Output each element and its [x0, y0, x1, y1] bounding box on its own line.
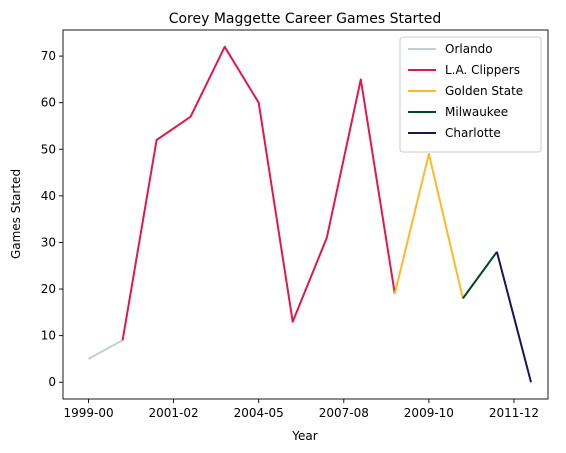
y-axis-label: Games Started: [9, 169, 23, 259]
plot-lines: [88, 45, 532, 383]
series-line-golden-state: [393, 152, 464, 299]
series-line-milwaukee: [462, 251, 498, 299]
y-tick-label: 70: [41, 49, 56, 63]
y-tick-label: 60: [41, 96, 56, 110]
legend-label-orlando: Orlando: [445, 42, 493, 56]
y-tick-label: 40: [41, 189, 56, 203]
x-tick-label: 2011-12: [489, 406, 539, 420]
x-tick-label: 2007-08: [319, 406, 369, 420]
legend-label-l-a-clippers: L.A. Clippers: [445, 63, 520, 77]
series-line-orlando: [88, 339, 124, 360]
x-tick-label: 1999-00: [63, 406, 113, 420]
x-tick-label: 2009-10: [404, 406, 454, 420]
x-tick-label: 2004-05: [234, 406, 284, 420]
legend-label-milwaukee: Milwaukee: [445, 105, 508, 119]
legend: Orlando L.A. Clippers Golden State Milwauke…: [399, 36, 542, 153]
y-tick-label: 0: [48, 375, 56, 389]
x-tick-label: 2001-02: [149, 406, 199, 420]
y-tick-label: 50: [41, 142, 56, 156]
x-axis-label: Year: [291, 429, 317, 443]
x-axis: 1999-00 2001-02 2004-05 2007-08 2009-10 2011-…: [63, 399, 539, 420]
legend-label-charlotte: Charlotte: [445, 126, 501, 140]
series-line-l-a-clippers: [121, 45, 396, 341]
legend-label-golden-state: Golden State: [445, 84, 523, 98]
y-axis: 0 10 20 30 40 50 60 70: [41, 49, 63, 389]
y-tick-label: 10: [41, 329, 56, 343]
series-line-charlotte: [495, 251, 532, 383]
y-tick-label: 20: [41, 282, 56, 296]
legend-box: [399, 36, 542, 153]
chart-title: Corey Maggette Career Games Started: [169, 11, 442, 27]
plot-frame: [62, 29, 549, 400]
y-tick-label: 30: [41, 235, 56, 249]
